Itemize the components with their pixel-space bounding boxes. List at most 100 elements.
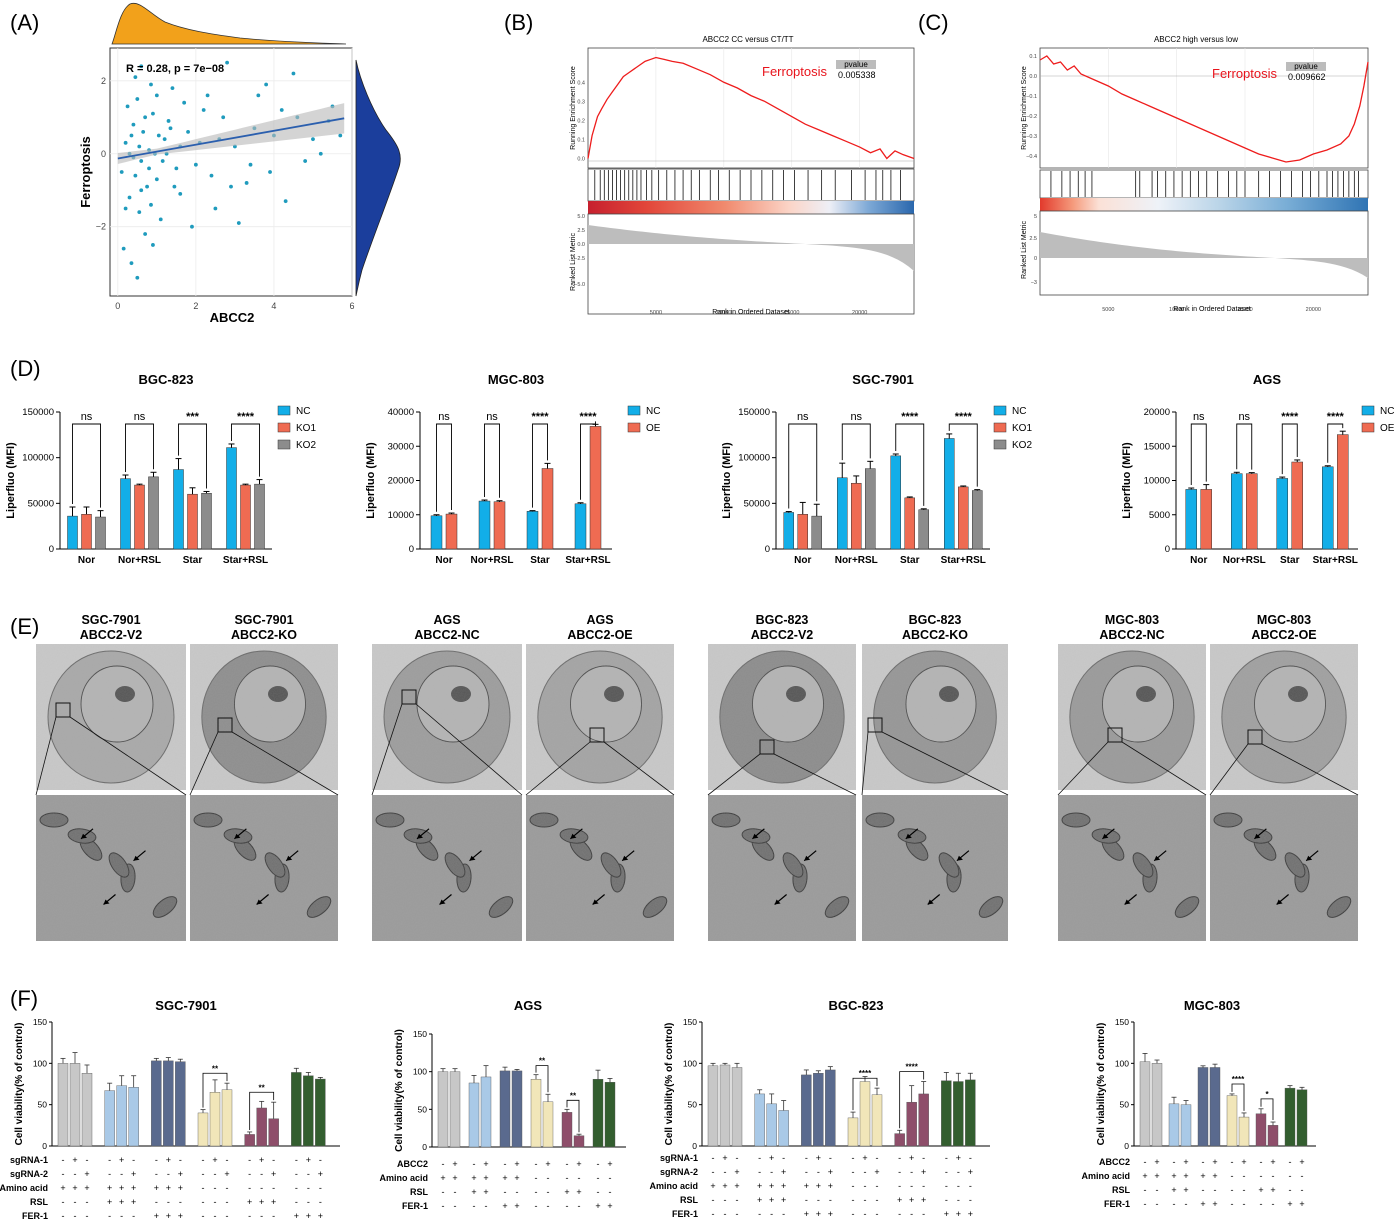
- significance-label: **: [259, 1083, 266, 1092]
- rank-gradient-bar: [588, 201, 914, 214]
- condition-label: Amino acid: [1081, 1171, 1130, 1181]
- arrow-head: [1124, 899, 1131, 905]
- condition-value: -: [1289, 1185, 1292, 1195]
- significance-label: ****: [901, 411, 919, 423]
- cell-line-label: BGC-823: [909, 613, 962, 627]
- condition-value: -: [319, 1197, 322, 1207]
- scatter-point: [151, 111, 155, 116]
- condition-value: -: [295, 1155, 298, 1165]
- y-axis-label: Cell viability(% of control): [1096, 1023, 1107, 1146]
- bar: [197, 1112, 209, 1147]
- condition-value: -: [758, 1153, 761, 1163]
- legend-label: KO1: [296, 423, 316, 434]
- zoom-line: [371, 703, 403, 796]
- scatter-point: [193, 162, 198, 167]
- bar: [604, 1082, 616, 1148]
- chart-title: MGC-803: [1184, 998, 1240, 1013]
- bar: [530, 1078, 542, 1148]
- scatter-point: [213, 206, 218, 211]
- significance-label: ****: [579, 411, 597, 423]
- bar: [81, 1073, 93, 1147]
- scatter-point: [318, 151, 323, 156]
- condition-value: +: [607, 1201, 612, 1211]
- cell-line-label: BGC-823: [756, 613, 809, 627]
- condition-label: FER-1: [402, 1201, 428, 1211]
- condition-value: -: [442, 1201, 445, 1211]
- condition-value: -: [516, 1187, 519, 1197]
- condition-value: -: [898, 1181, 901, 1191]
- y-tick-label: 5000: [1149, 510, 1170, 521]
- liperfluo-bar-chart: BGC-823 Liperfluo (MFI) 0 50000 100000 150000…: [5, 372, 316, 566]
- condition-value: -: [108, 1211, 111, 1221]
- legend-label: NC: [296, 406, 310, 417]
- condition-value: -: [454, 1201, 457, 1211]
- condition-value: -: [876, 1153, 879, 1163]
- condition-value: -: [307, 1197, 310, 1207]
- bar: [1322, 466, 1334, 550]
- legend-swatch: [627, 422, 641, 433]
- x-tick-label: Nor+RSL: [835, 555, 878, 566]
- condition-value: -: [578, 1201, 581, 1211]
- significance-label: ****: [237, 411, 255, 423]
- legend-label: NC: [646, 406, 660, 417]
- panel-e: SGC-7901ABCC2-V2SGC-7901ABCC2-KOAGSABCC2…: [35, 613, 1359, 941]
- condition-value: +: [769, 1195, 774, 1205]
- scatter-plot-area: [109, 47, 353, 297]
- significance-bracket: [1231, 1083, 1245, 1111]
- condition-value: +: [816, 1209, 821, 1219]
- rank-tick-label: 20000: [852, 310, 867, 316]
- condition-value: -: [226, 1183, 229, 1193]
- arrow-head: [1276, 899, 1283, 905]
- condition-value: -: [852, 1181, 855, 1191]
- scatter-point: [244, 181, 249, 185]
- image-texture: [372, 795, 522, 941]
- x-tick-label: Star: [530, 555, 550, 566]
- y-tick-label: 10000: [1144, 476, 1170, 487]
- condition-value: +: [224, 1169, 229, 1179]
- bar: [104, 1090, 115, 1147]
- condition-value: +: [769, 1153, 774, 1163]
- metric-tick-label: −5.0: [574, 282, 585, 288]
- condition-value: -: [597, 1187, 600, 1197]
- bar: [256, 1107, 267, 1147]
- es-tick-label: 0.0: [1029, 74, 1037, 80]
- significance-bracket: [202, 1072, 228, 1108]
- bar: [801, 1074, 812, 1147]
- condition-value: -: [864, 1181, 867, 1191]
- x-tick-label: Star+RSL: [941, 555, 986, 566]
- bar: [1200, 489, 1212, 550]
- condition-value: +: [722, 1181, 727, 1191]
- condition-value: +: [909, 1153, 914, 1163]
- bar: [116, 1085, 127, 1147]
- bar: [445, 513, 458, 550]
- condition-value: -: [260, 1183, 263, 1193]
- bar: [589, 426, 602, 550]
- scatter-point: [291, 71, 296, 76]
- bar: [240, 484, 251, 550]
- condition-value: -: [108, 1155, 111, 1165]
- arrow-head: [570, 833, 577, 839]
- condition-value: -: [248, 1211, 251, 1221]
- bar: [221, 1089, 233, 1147]
- zoom-line: [69, 716, 187, 796]
- condition-value: +: [545, 1159, 550, 1169]
- condition-value: +: [944, 1209, 949, 1219]
- rank-tick-label: 10000: [1169, 307, 1184, 313]
- y-tick-label: 50000: [28, 498, 54, 509]
- scatter-point: [283, 199, 288, 204]
- condition-value: -: [214, 1169, 217, 1179]
- y-tick-label: 10000: [388, 510, 414, 521]
- scatter-point: [311, 137, 315, 142]
- rank-tick-label: 5000: [650, 310, 662, 316]
- bar: [573, 1135, 585, 1148]
- scatter-point: [149, 82, 153, 87]
- significance-label: ns: [1238, 411, 1250, 423]
- scatter-point: [133, 173, 138, 178]
- condition-value: -: [609, 1173, 612, 1183]
- y-tick-label: 150000: [22, 407, 54, 418]
- y-tick-label: 0: [422, 1142, 427, 1152]
- condition-value: +: [84, 1183, 89, 1193]
- condition-value: -: [758, 1209, 761, 1219]
- scatter-point: [149, 202, 153, 207]
